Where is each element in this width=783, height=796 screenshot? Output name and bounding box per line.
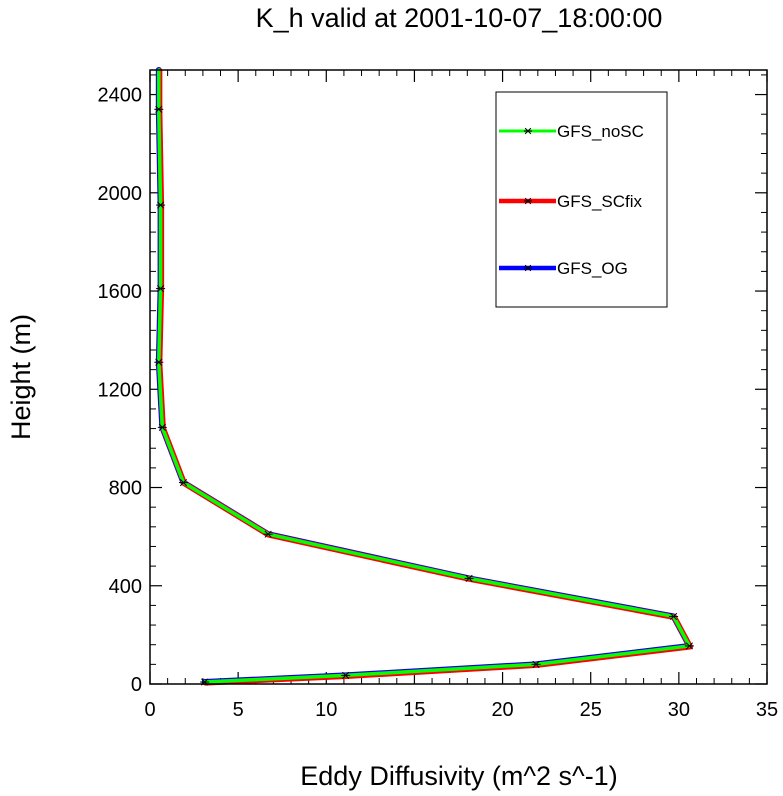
data-point-marker (263, 530, 273, 538)
y-tick-label: 800 (109, 478, 142, 500)
y-tick-label: 2400 (98, 85, 143, 107)
y-tick-label: 0 (131, 674, 142, 696)
y-tick-label: 1200 (98, 379, 143, 401)
y-tick-label: 1600 (98, 281, 143, 303)
data-point-marker (157, 423, 167, 431)
data-point-marker (531, 660, 541, 668)
legend-marker (524, 127, 532, 135)
y-tick-label: 2000 (98, 183, 143, 205)
data-point-marker (464, 574, 474, 582)
plot-frame (149, 69, 768, 685)
data-point-marker (178, 479, 188, 487)
x-tick-label: 0 (144, 699, 155, 721)
legend-item-gfs-scfix: GFS_SCfix (499, 192, 643, 211)
series-line-gfs-nosc (157, 68, 692, 684)
legend-label: GFS_SCfix (557, 192, 643, 211)
data-point-marker (154, 105, 164, 113)
tick-labels: 0 5 10 15 20 25 30 35 0 400 800 1200 1600 2000 2400 (98, 85, 779, 721)
data-point-marker (156, 284, 166, 293)
x-axis-label: Eddy Diffusivity (m^2 s^-1) (300, 761, 617, 791)
legend-label: GFS_noSC (557, 122, 644, 141)
series-lines (155, 67, 693, 686)
x-tick-label: 20 (491, 699, 513, 721)
data-point-marker (684, 642, 694, 650)
legend-item-gfs-nosc: GFS_noSC (499, 122, 644, 141)
x-tick-label: 25 (580, 699, 602, 721)
y-axis-label: Height (m) (6, 314, 36, 440)
chart-title: K_h valid at 2001-10-07_18:00:00 (256, 3, 663, 33)
y-tick-label: 400 (109, 576, 142, 598)
legend-marker (524, 197, 532, 205)
data-point-marker (669, 612, 679, 621)
x-tick-label: 35 (756, 699, 778, 721)
x-tick-label: 15 (403, 699, 425, 721)
minor-ticks (150, 70, 767, 684)
data-point-marker (341, 671, 351, 679)
data-point-marker (156, 201, 166, 209)
legend-label: GFS_OG (557, 259, 628, 278)
series-markers (154, 105, 694, 686)
major-ticks (149, 70, 768, 685)
x-tick-label: 30 (668, 699, 690, 721)
x-tick-label: 5 (233, 699, 244, 721)
x-tick-label: 10 (315, 699, 337, 721)
legend-item-gfs-og: GFS_OG (499, 259, 628, 278)
legend-marker (524, 264, 532, 272)
legend: GFS_noSC GFS_SCfix GFS_OG (495, 91, 668, 308)
data-point-marker (154, 358, 164, 366)
